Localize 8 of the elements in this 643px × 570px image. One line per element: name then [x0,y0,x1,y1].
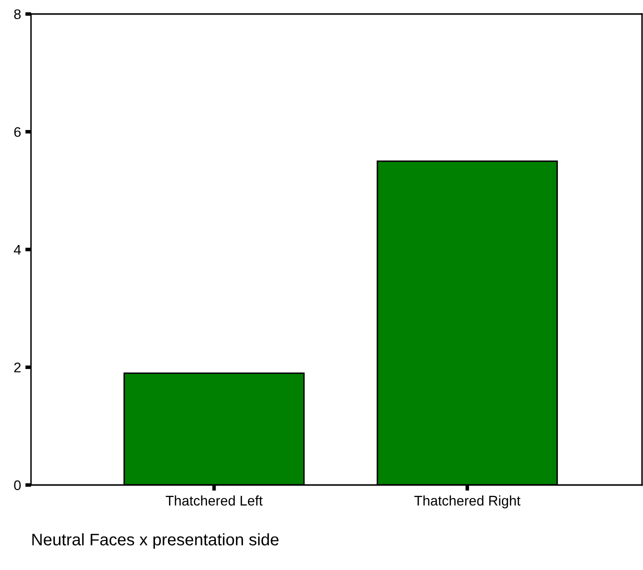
x-tick-label: Thatchered Right [414,495,520,508]
y-tick-label: 2 [14,362,21,372]
x-tick-label: Thatchered Left [166,495,263,506]
y-tick-label: 8 [14,9,21,20]
y-tick-label: 0 [14,480,21,490]
text: Neutral Faces x presentation side [32,533,279,549]
y-tick-label: 4 [14,244,21,255]
y-tick-label: 6 [14,127,21,137]
